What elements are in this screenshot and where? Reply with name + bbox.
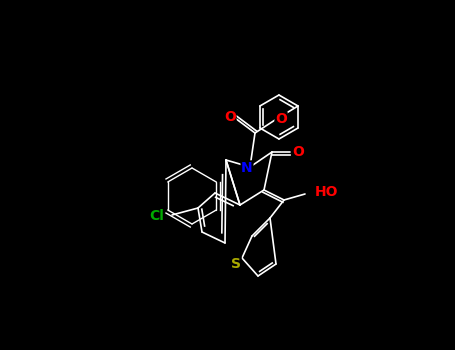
Text: O: O [275, 112, 287, 126]
Text: S: S [231, 257, 241, 271]
Text: Cl: Cl [149, 209, 164, 223]
Text: O: O [292, 145, 304, 159]
Text: O: O [224, 110, 236, 124]
Text: N: N [241, 161, 253, 175]
Text: HO: HO [315, 185, 339, 199]
